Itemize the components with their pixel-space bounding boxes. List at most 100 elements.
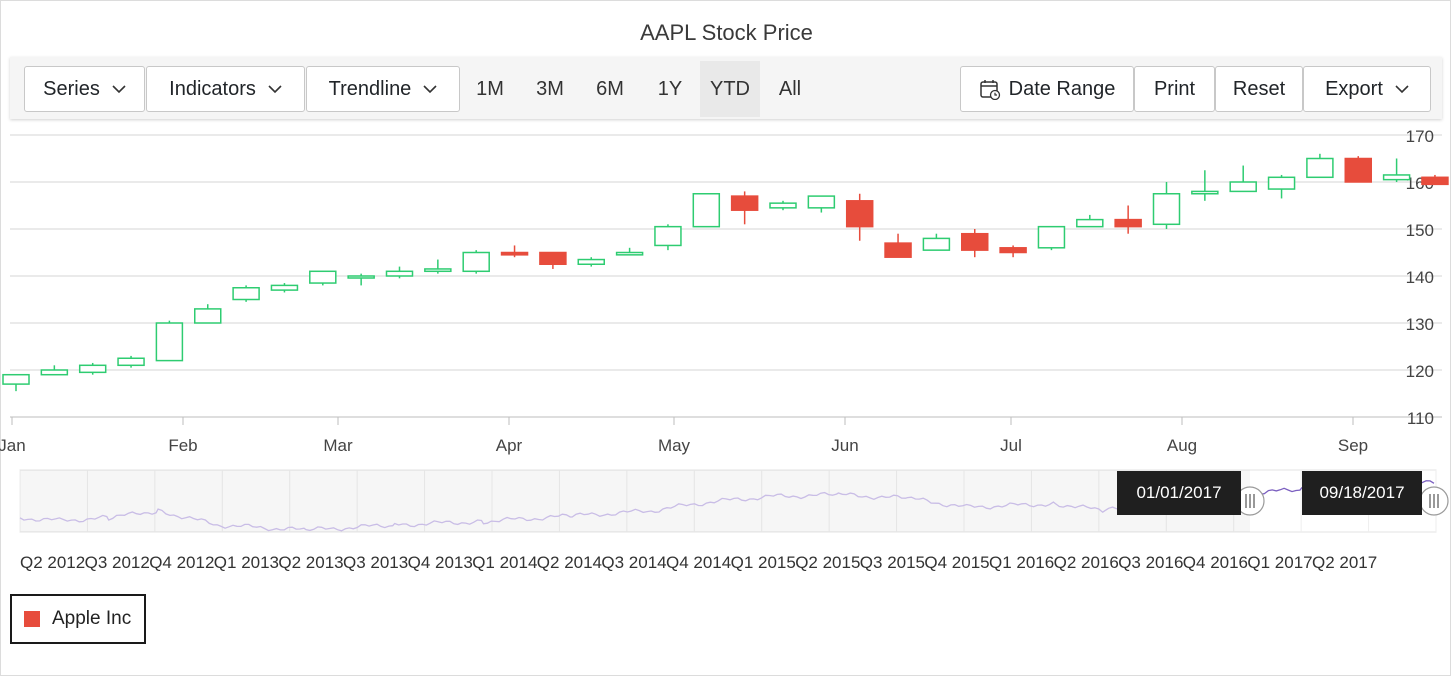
candle-body: [270, 284, 299, 291]
range-end-label: 09/18/2017: [1302, 471, 1422, 515]
navigator-quarter-label: Q1 2017: [1247, 553, 1312, 572]
candle-body: [999, 247, 1027, 254]
date-range-label: Date Range: [1008, 77, 1116, 100]
navigator-quarter-label: Q4 2016: [1183, 553, 1248, 572]
navigator-quarter-label: Q3 2016: [1118, 553, 1183, 572]
candle-body: [2, 373, 30, 385]
candle-body: [1152, 193, 1181, 226]
period-all-button[interactable]: All: [778, 77, 802, 100]
candle-body: [1037, 225, 1066, 249]
chevron-down-icon: [423, 85, 437, 94]
series-dropdown-button[interactable]: Series: [24, 66, 145, 112]
chart-title: AAPL Stock Price: [640, 20, 813, 45]
candle-body: [577, 258, 605, 266]
candle-body: [424, 268, 452, 273]
y-tick-label: 140: [1406, 268, 1434, 287]
x-tick-label: Feb: [168, 436, 197, 455]
candle-body: [1267, 176, 1296, 190]
period-6m-button[interactable]: 6M: [596, 77, 624, 100]
candle-body: [730, 195, 759, 211]
candle-body: [884, 242, 912, 258]
navigator-quarter-label: Q2 2013: [278, 553, 343, 572]
navigator-quarter-label: Q4 2014: [666, 553, 731, 572]
calendar-icon: [979, 80, 1000, 100]
legend-item-apple-inc[interactable]: Apple Inc: [10, 594, 146, 644]
navigator-quarter-label: Q4 2013: [408, 553, 473, 572]
candle-body: [692, 193, 721, 228]
candle-body: [769, 202, 797, 209]
date-range-button[interactable]: Date Range: [960, 66, 1134, 112]
reset-button[interactable]: Reset: [1215, 66, 1303, 112]
candle-body: [1076, 218, 1104, 228]
navigator-unselected-shade: [20, 470, 1250, 532]
navigator-quarter-label: Q3 2015: [860, 553, 925, 572]
trendline-label: Trendline: [328, 77, 412, 100]
candle-body: [539, 251, 567, 265]
x-tick-label: Jul: [1000, 436, 1022, 455]
period-1y-button[interactable]: 1Y: [657, 77, 683, 100]
indicators-dropdown-button[interactable]: Indicators: [146, 66, 305, 112]
export-label: Export: [1325, 77, 1383, 100]
x-tick-label: Apr: [496, 436, 523, 455]
export-dropdown-button[interactable]: Export: [1303, 66, 1431, 112]
navigator-quarter-label: Q1 2016: [989, 553, 1054, 572]
navigator-quarter-label: Q2 2014: [537, 553, 602, 572]
period-1m-button[interactable]: 1M: [476, 77, 504, 100]
navigator-quarter-label: Q1 2014: [472, 553, 537, 572]
legend-swatch: [24, 611, 40, 627]
candle-body: [1382, 174, 1411, 181]
candle-body: [232, 287, 260, 301]
candle-body: [1306, 157, 1334, 179]
candle-body: [155, 322, 184, 362]
x-tick-label: Aug: [1167, 436, 1197, 455]
candle-body: [117, 357, 145, 367]
navigator-quarter-label: Q2 2012: [20, 553, 85, 572]
navigator-quarter-label: Q1 2013: [214, 553, 279, 572]
candle-body: [807, 195, 836, 209]
x-tick-label: Mar: [323, 436, 353, 455]
candle-body: [1229, 181, 1257, 193]
legend-label: Apple Inc: [52, 608, 132, 629]
candle-body: [654, 225, 682, 247]
chevron-down-icon: [1395, 85, 1409, 94]
x-tick-label: Sep: [1338, 436, 1368, 455]
navigator-quarter-label: Q4 2015: [924, 553, 989, 572]
navigator-quarter-label: Q3 2014: [601, 553, 666, 572]
candle-body: [1344, 157, 1372, 183]
candle-body: [500, 251, 529, 256]
chevron-down-icon: [112, 85, 126, 94]
y-tick-label: 150: [1406, 221, 1434, 240]
range-start-label: 01/01/2017: [1117, 471, 1241, 515]
candle-body: [309, 270, 337, 284]
x-tick-label: Jun: [831, 436, 858, 455]
navigator-quarter-label: Q2 2015: [795, 553, 860, 572]
period-3m-button[interactable]: 3M: [536, 77, 564, 100]
period-ytd-button[interactable]: YTD: [700, 61, 760, 117]
y-tick-label: 110: [1407, 409, 1434, 428]
candle-body: [1191, 190, 1219, 195]
navigator-quarter-label: Q2 2016: [1054, 553, 1119, 572]
y-tick-label: 120: [1406, 362, 1434, 381]
candle-body: [347, 275, 375, 279]
period-selector-toolbar: Series Indicators Trendline 1M 3M 6M 1Y …: [10, 57, 1442, 119]
navigator-series-line: [19, 491, 1247, 532]
trendline-dropdown-button[interactable]: Trendline: [306, 66, 460, 112]
reset-label: Reset: [1232, 77, 1286, 100]
candle-body: [78, 364, 107, 374]
navigator-quarter-label: Q2 2017: [1312, 553, 1377, 572]
navigator-quarter-label: Q3 2012: [85, 553, 150, 572]
y-tick-label: 170: [1406, 130, 1434, 146]
print-label: Print: [1153, 77, 1196, 100]
candle-body: [1114, 218, 1142, 228]
range-end-thumb[interactable]: [1419, 486, 1449, 516]
x-tick-label: Jan: [0, 436, 26, 455]
x-tick-label: May: [658, 436, 691, 455]
candle-body: [845, 200, 874, 228]
candle-body: [615, 251, 644, 256]
navigator-quarter-label: Q3 2013: [343, 553, 408, 572]
chevron-down-icon: [268, 85, 282, 94]
print-button[interactable]: Print: [1134, 66, 1215, 112]
candle-body: [194, 308, 222, 324]
candle-body: [1421, 176, 1449, 186]
